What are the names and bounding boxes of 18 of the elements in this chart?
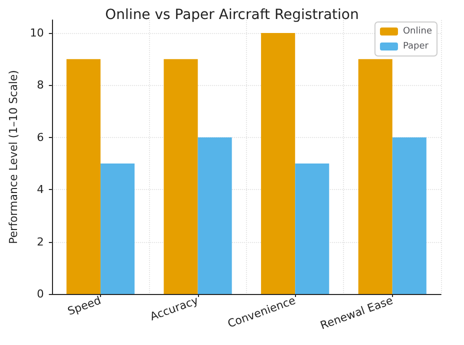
chart-title: Online vs Paper Aircraft Registration (105, 7, 359, 23)
legend-label: Paper (402, 42, 429, 52)
bar (198, 137, 232, 294)
bar (261, 33, 296, 294)
legend-label: Online (402, 26, 432, 36)
bar (392, 137, 426, 294)
bar (358, 59, 392, 294)
y-tick-label: 8 (36, 78, 44, 92)
bar (164, 59, 198, 294)
y-tick-label: 0 (36, 288, 44, 300)
y-tick-label: 4 (36, 183, 44, 196)
y-tick-label: 10 (30, 26, 44, 40)
bar (66, 59, 101, 294)
bar (100, 164, 135, 294)
y-tick-label: 6 (36, 130, 44, 144)
y-axis-title: Performance Level (1–10 Scale) (7, 70, 20, 244)
bar (295, 164, 330, 294)
y-tick-label: 2 (36, 235, 44, 248)
